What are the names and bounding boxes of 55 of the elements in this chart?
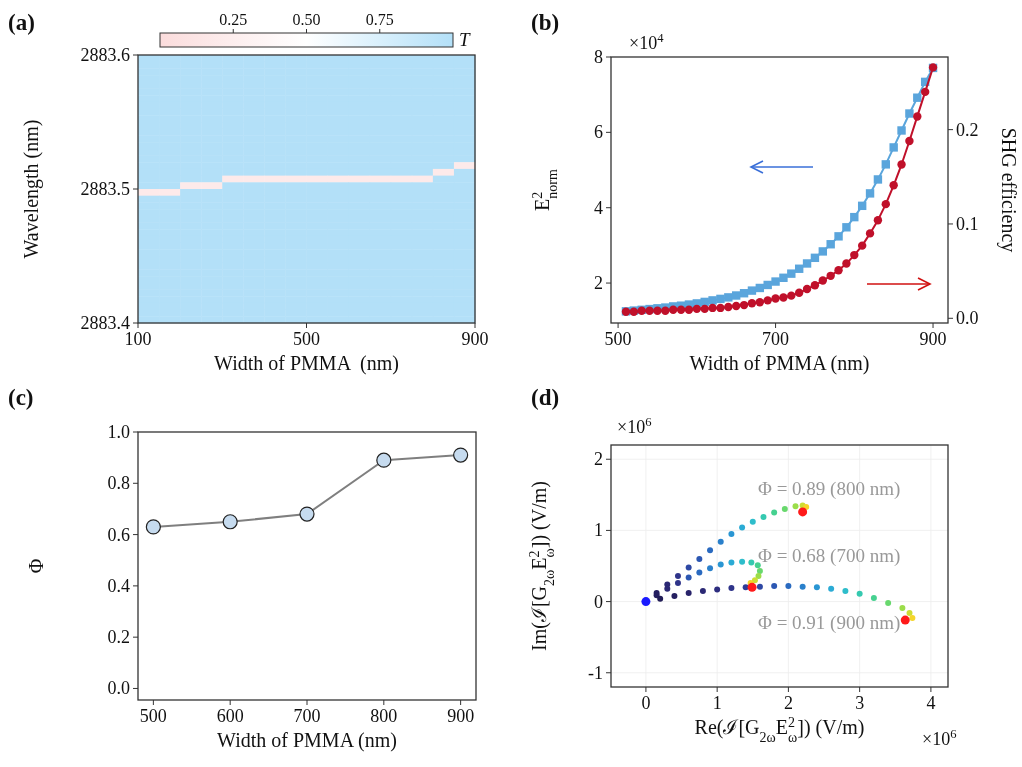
text: ×10$^{6}$ [922, 727, 957, 749]
x-tick-label: 0 [641, 693, 651, 713]
y-tick-label: 2 [594, 449, 603, 470]
y-axis-title: Φ [25, 558, 47, 574]
annotation: Φ = 0.91 (900 nm) [758, 612, 901, 634]
x-tick-label: 600 [216, 706, 244, 726]
y-tick-label: 0.2 [107, 627, 130, 648]
x-tick-label: 4 [926, 693, 936, 713]
y2-tick-label: 0.1 [956, 213, 979, 234]
y-tick-label: 2883.6 [80, 45, 130, 65]
x-axis-title: Width of PMMA (nm) [214, 352, 399, 375]
x-tick-label: 500 [139, 706, 167, 726]
y-tick-label: 0 [594, 591, 603, 612]
x-tick-label: 3 [855, 693, 865, 713]
y-tick-label: 1.0 [107, 422, 130, 442]
x-axis-title: Width of PMMA (nm) [217, 729, 397, 752]
x-tick-label: 900 [461, 329, 489, 349]
y-tick-label: 0.4 [107, 575, 130, 596]
chart-title: (a) [8, 10, 35, 35]
x-tick-label: 900 [447, 706, 475, 726]
x-axis-title: Width of PMMA (nm) [689, 352, 870, 375]
y-tick-label: 0.0 [107, 678, 130, 699]
x-tick-label: 1 [712, 693, 722, 713]
x-tick-label: 700 [762, 329, 790, 349]
chart-title: (b) [531, 10, 560, 35]
x-tick-label: 700 [293, 706, 321, 726]
y-tick-label: 2883.5 [80, 179, 130, 199]
y-tick-label: 8 [594, 47, 603, 67]
y2-tick-label: 0.2 [956, 119, 979, 140]
chart-title: (c) [8, 385, 34, 410]
y-tick-label: -1 [588, 662, 603, 683]
x-tick-label: 500 [293, 329, 320, 349]
chart-title: (d) [531, 385, 560, 410]
y-tick-label: 0.8 [107, 473, 130, 494]
annotation: Φ = 0.89 (800 nm) [758, 478, 901, 500]
color-bar-label: 0.25 [219, 11, 248, 28]
y2-axis-title: SHG efficiency [997, 127, 1020, 253]
y-tick-label: 1 [594, 520, 603, 541]
annotation: Φ = 0.68 (700 nm) [758, 545, 901, 567]
y2-tick-label: 0.0 [956, 308, 979, 329]
y-axis-title: Wavelength (nm) [20, 119, 43, 259]
x-axis-title: Re(ℐ[G$_{2ω}$E$^{2}$$_{ω}$]) (V/m) [694, 714, 865, 745]
x-tick-label: 500 [604, 329, 632, 349]
y-tick-label: 6 [594, 122, 603, 143]
text: ×10$^{6}$ [617, 415, 652, 437]
x-tick-label: 900 [919, 329, 947, 349]
y-tick-label: 0.6 [107, 524, 130, 545]
text: ×10$^{4}$ [629, 31, 665, 53]
color-bar-label: 0.75 [365, 11, 394, 28]
x-tick-label: 2 [783, 693, 793, 713]
y-tick-label: 2 [594, 273, 603, 294]
x-tick-label: 800 [370, 706, 398, 726]
color-bar-title: T [459, 29, 471, 50]
y-tick-label: 4 [594, 197, 603, 218]
color-bar-label: 0.50 [292, 11, 321, 28]
